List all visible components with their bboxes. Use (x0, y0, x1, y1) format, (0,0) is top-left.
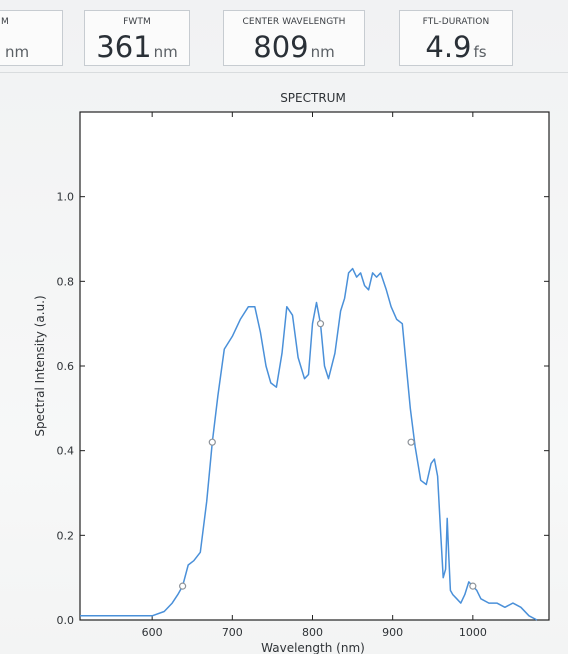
y-tick-label: 0.6 (57, 360, 75, 373)
width-marker (316, 320, 325, 328)
marker-group (179, 320, 477, 590)
y-axis: 0.0 0.2 0.4 0.6 0.8 1.0 (57, 191, 549, 627)
fwtm-value-row: 361 nm (85, 30, 189, 69)
ftl-duration-value-row: 4.9 fs (400, 30, 512, 69)
x-axis-label: Wavelength (nm) (261, 641, 365, 654)
spectrum-chart: SPECTRUM 0.0 0.2 0.4 0.6 0.8 1.0 600 700 800 900… (33, 91, 550, 654)
x-tick-label: 800 (302, 626, 323, 639)
x-tick-label: 1000 (459, 626, 487, 639)
width-marker (208, 438, 216, 446)
center-wavelength-label: CENTER WAVELENGTH (242, 17, 346, 27)
fwtm-unit: nm (153, 43, 178, 61)
width-marker (407, 438, 415, 446)
ftl-duration-value: 4.9 (425, 30, 472, 64)
center-wavelength-value-row: 809 nm (224, 30, 364, 69)
fwhm-value-row: nm (3, 30, 62, 69)
y-tick-label: 0.2 (57, 529, 75, 542)
y-axis-label: Spectral Intensity (a.u.) (33, 295, 47, 436)
divider (0, 72, 568, 73)
ftl-duration-label: FTL-DURATION (422, 17, 490, 27)
plot-area (79, 111, 550, 621)
y-tick-label: 0.4 (57, 445, 75, 458)
fwtm-value: 361 (96, 30, 152, 64)
ftl-duration-unit: fs (473, 43, 487, 61)
x-tick-label: 900 (382, 626, 403, 639)
center-wavelength-card[interactable]: CENTER WAVELENGTH 809 nm (223, 10, 365, 66)
fwtm-card[interactable]: FWTM 361 nm (84, 10, 190, 66)
center-wavelength-unit: nm (310, 43, 335, 61)
width-marker (469, 582, 477, 590)
fwhm-unit: nm (5, 43, 30, 61)
chart-title: SPECTRUM (280, 91, 346, 105)
spectrum-series-line (80, 267, 538, 621)
x-tick-label: 700 (222, 626, 243, 639)
fwhm-card[interactable]: M nm (0, 10, 63, 66)
x-tick-label: 600 (142, 626, 163, 639)
fwtm-label: FWTM (123, 17, 151, 27)
center-wavelength-value: 809 (253, 30, 309, 64)
y-tick-label: 0.8 (57, 275, 75, 288)
metrics-bar: M nm FWTM 361 nm CENTER WAVELENGTH 809 nm … (0, 0, 568, 72)
y-tick-label: 0.0 (57, 614, 75, 627)
ftl-duration-card[interactable]: FTL-DURATION 4.9 fs (399, 10, 513, 66)
width-marker (179, 582, 187, 590)
y-tick-label: 1.0 (57, 191, 75, 204)
fwhm-label: M (1, 17, 9, 27)
